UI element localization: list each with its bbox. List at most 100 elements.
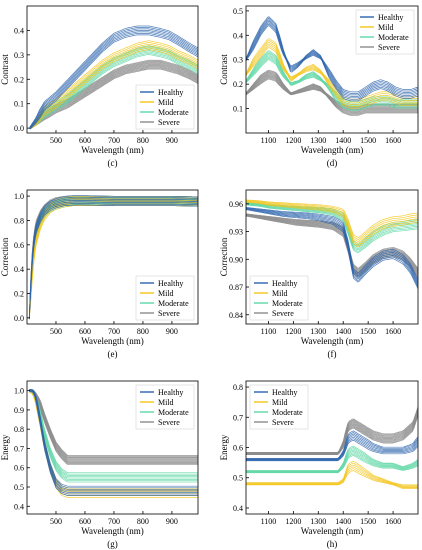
y-tick-label: 0.87	[229, 283, 243, 292]
series-healthy-line	[29, 390, 198, 492]
series-severe-line	[246, 69, 418, 107]
legend-label-moderate: Moderate	[158, 108, 189, 117]
series-moderate-line	[246, 204, 418, 252]
y-tick-label: 0.2	[233, 80, 243, 89]
series-severe-line	[29, 389, 198, 458]
series-severe-line	[29, 67, 198, 130]
series-healthy-line	[246, 25, 418, 102]
x-tick-label: 600	[79, 327, 91, 336]
series-severe-line	[29, 391, 198, 464]
x-tick-label: 900	[166, 327, 178, 336]
y-tick-label: 0.8	[14, 216, 24, 225]
series-lines	[246, 406, 418, 490]
series-mild-line	[246, 39, 418, 102]
y-axis-label: Contrast	[219, 54, 229, 85]
series-mild-line	[29, 47, 198, 130]
series-healthy-line	[246, 209, 418, 290]
x-tick-label: 1300	[310, 136, 326, 145]
y-tick-label: 0.0	[14, 314, 24, 323]
y-tick-label: 0.5	[14, 483, 24, 492]
series-healthy-line	[29, 389, 198, 487]
x-tick-label: 500	[50, 136, 62, 145]
series-mild-line	[246, 468, 418, 489]
y-axis-label: Energy	[219, 434, 229, 460]
y-tick-label: 1.0	[14, 192, 24, 201]
series-healthy-line	[246, 436, 418, 461]
series-mild-line	[246, 199, 418, 239]
y-tick-label: 0.8	[233, 383, 243, 392]
x-tick-label: 800	[137, 517, 149, 526]
series-healthy-line	[246, 432, 418, 460]
legend-label-mild: Mild	[378, 23, 394, 32]
x-tick-label: 1400	[335, 136, 351, 145]
legend-label-severe: Severe	[378, 43, 400, 52]
y-axis-label: Correction	[219, 237, 229, 276]
x-tick-label: 1300	[310, 517, 326, 526]
series-mild-line	[29, 45, 198, 129]
series-mild-line	[246, 201, 418, 248]
series-mild-line	[246, 460, 418, 486]
y-tick-label: 0.6	[14, 241, 24, 250]
series-mild-line	[246, 200, 418, 241]
legend-label-moderate: Moderate	[378, 33, 409, 42]
series-mild-line	[246, 470, 418, 490]
series-moderate-line	[246, 447, 418, 472]
y-tick-label: 0.4	[14, 265, 24, 274]
series-severe-line	[29, 390, 198, 460]
panel-caption: (d)	[327, 158, 338, 168]
series-moderate-line	[246, 55, 418, 108]
legend-label-severe: Severe	[158, 309, 180, 318]
x-tick-label: 600	[79, 136, 91, 145]
series-healthy-line	[246, 208, 418, 285]
y-tick-label: 0.6	[14, 464, 24, 473]
x-tick-label: 1100	[261, 136, 277, 145]
panel-caption: (c)	[108, 158, 118, 168]
series-mild-line	[246, 45, 418, 107]
series-moderate-line	[246, 204, 418, 251]
legend-label-severe: Severe	[158, 418, 180, 427]
series-moderate-line	[29, 46, 198, 128]
series-lines	[246, 199, 418, 290]
series-moderate-line	[29, 389, 198, 474]
x-tick-label: 500	[50, 327, 62, 336]
x-tick-label: 600	[79, 517, 91, 526]
x-tick-label: 1200	[285, 136, 301, 145]
legend-label-moderate: Moderate	[158, 408, 189, 417]
series-moderate-line	[29, 390, 198, 478]
series-severe-line	[246, 214, 418, 275]
legend-label-severe: Severe	[272, 418, 294, 427]
series-healthy-line	[28, 203, 198, 319]
chart-panel-g: 500 600 700 800 900 0.4 0.5 0.6 0.7 0.8 0.9 1.0 Wave…	[0, 380, 199, 549]
series-moderate-line	[28, 198, 198, 318]
series-healthy-line	[28, 196, 198, 318]
series-severe-line	[29, 389, 198, 460]
series-moderate-line	[246, 50, 418, 103]
y-tick-label: 0.4	[233, 31, 243, 40]
y-tick-label: 0.2	[14, 75, 24, 84]
series-healthy-line	[246, 206, 418, 280]
series-healthy-line	[246, 435, 418, 460]
y-tick-label: 0.0	[14, 124, 24, 133]
series-healthy-line	[246, 22, 418, 99]
x-tick-label: 1300	[310, 327, 326, 336]
series-moderate-line	[29, 52, 198, 130]
legend-label-mild: Mild	[158, 98, 174, 107]
y-tick-label: 0.1	[14, 100, 24, 109]
series-lines	[246, 16, 418, 116]
series-healthy-line	[29, 34, 198, 130]
series-severe-line	[29, 391, 198, 465]
legend-label-moderate: Moderate	[272, 299, 303, 308]
y-tick-label: 0.4	[233, 504, 243, 513]
chart-panel-f: 1100 1200 1300 1400 1500 1600 0.84 0.87 0.90 0.93…	[219, 189, 419, 359]
y-tick-label: 0.2	[14, 290, 24, 299]
legend-label-healthy: Healthy	[272, 279, 297, 288]
series-moderate-line	[246, 57, 418, 110]
x-axis-label: Wavelength (nm)	[301, 526, 364, 536]
x-tick-label: 1400	[335, 517, 351, 526]
legend-label-mild: Mild	[272, 289, 288, 298]
x-tick-label: 800	[137, 327, 149, 336]
